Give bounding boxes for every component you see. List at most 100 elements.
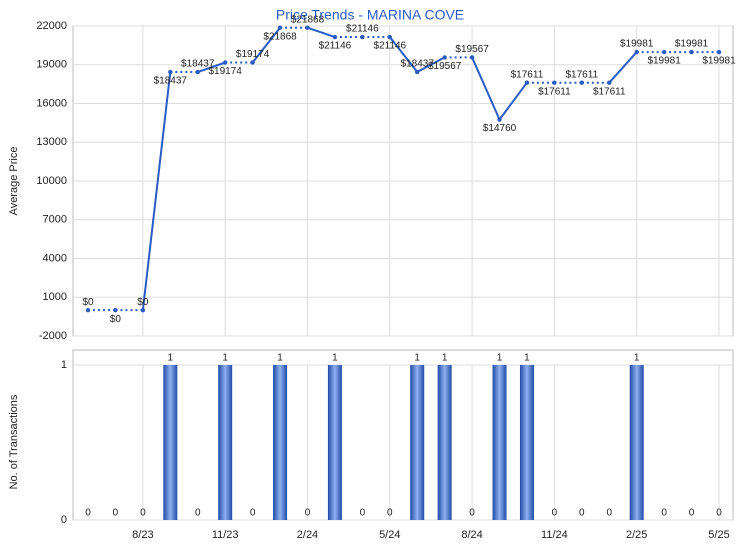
line-segment <box>416 56 446 73</box>
data-label: 1 <box>524 353 530 364</box>
y-tick-label: 0 <box>61 514 67 526</box>
data-point <box>360 34 365 40</box>
data-point <box>140 307 146 313</box>
data-point <box>661 49 667 55</box>
bar <box>327 365 342 520</box>
data-label: 1 <box>222 353 228 364</box>
data-label: $0 <box>137 297 149 308</box>
data-label: $0 <box>110 314 122 325</box>
y-tick-label: 16000 <box>36 97 67 109</box>
x-tick-label: 11/24 <box>541 529 568 541</box>
bar <box>273 365 288 520</box>
data-point <box>469 55 475 60</box>
data-label: $17611 <box>593 86 626 97</box>
data-label: $18437 <box>401 59 435 70</box>
data-label: $19567 <box>455 44 489 55</box>
data-point <box>168 69 173 75</box>
x-tick-label: 8/24 <box>461 529 482 541</box>
x-tick-label: 5/24 <box>379 529 400 541</box>
bar <box>629 365 644 520</box>
data-label: $19567 <box>428 61 462 72</box>
data-label: $19981 <box>620 39 654 50</box>
chart-title: Price Trends - MARINA COVE <box>276 7 464 23</box>
line-segment <box>388 36 419 73</box>
data-label: $21868 <box>291 14 325 25</box>
data-point <box>195 69 200 75</box>
data-point <box>250 60 255 65</box>
data-point <box>442 55 447 60</box>
data-label: 0 <box>552 508 558 519</box>
line-segment <box>608 51 638 84</box>
data-point <box>222 60 228 65</box>
data-point <box>634 49 639 55</box>
data-point <box>524 80 530 85</box>
data-label: $21146 <box>346 24 379 35</box>
bar <box>218 365 233 520</box>
data-label: 1 <box>414 353 420 364</box>
data-label: 0 <box>140 508 146 519</box>
data-label: 1 <box>634 353 640 364</box>
data-point <box>277 25 283 30</box>
bar <box>163 365 178 520</box>
data-label: 0 <box>716 508 722 519</box>
y-tick-label: 4000 <box>43 252 67 264</box>
bar <box>437 365 452 520</box>
data-point <box>85 307 91 313</box>
data-label: 0 <box>85 508 91 519</box>
data-label: 1 <box>168 353 174 364</box>
data-point <box>579 80 585 85</box>
data-label: 0 <box>113 508 119 519</box>
line-segment <box>197 61 226 73</box>
x-tick-label: 11/23 <box>212 529 239 541</box>
x-tick-label: 2/24 <box>297 529 318 541</box>
data-label: $17611 <box>511 69 544 80</box>
data-label: $21868 <box>263 31 297 42</box>
x-tick-label: 2/25 <box>626 529 647 541</box>
data-label: 0 <box>661 508 667 519</box>
data-label: $18437 <box>154 76 188 87</box>
data-point <box>415 69 420 75</box>
data-label: 0 <box>469 508 475 519</box>
data-label: 0 <box>387 508 393 519</box>
data-label: 0 <box>195 508 201 519</box>
data-label: 0 <box>606 508 612 519</box>
data-label: 1 <box>497 353 503 364</box>
data-point <box>716 49 722 55</box>
data-label: 0 <box>689 508 695 519</box>
y-tick-label: 7000 <box>43 214 67 226</box>
data-label: 0 <box>360 508 366 519</box>
data-point <box>332 34 338 40</box>
line-segment <box>307 26 336 38</box>
line-segment <box>471 57 501 120</box>
data-point <box>552 80 557 85</box>
line-segment <box>141 71 172 311</box>
y-axis-label: No. of Transactions <box>8 394 20 489</box>
line-segment <box>251 27 281 64</box>
data-point <box>113 307 118 313</box>
y-axis-label: Average Price <box>8 147 20 216</box>
data-label: $19174 <box>208 66 242 77</box>
y-tick-label: 22000 <box>36 20 67 32</box>
y-tick-label: 1000 <box>43 291 67 303</box>
data-point <box>305 25 310 30</box>
bar <box>492 365 507 520</box>
data-label: $19981 <box>702 56 736 67</box>
data-label: $19174 <box>236 49 270 60</box>
data-label: $14760 <box>483 123 517 134</box>
data-label: $17611 <box>566 69 599 80</box>
bar <box>519 365 534 520</box>
data-label: $19981 <box>647 56 681 67</box>
y-tick-label: -2000 <box>39 330 67 342</box>
x-tick-label: 8/23 <box>132 529 153 541</box>
data-label: $21146 <box>373 41 406 52</box>
data-label: $17611 <box>538 86 571 97</box>
data-label: 1 <box>332 353 338 364</box>
y-tick-label: 10000 <box>36 175 67 187</box>
data-label: 0 <box>305 508 311 519</box>
data-label: 1 <box>277 353 283 364</box>
data-label: $0 <box>82 297 94 308</box>
data-label: 1 <box>442 353 448 364</box>
data-point <box>689 49 694 55</box>
line-segment <box>498 82 528 121</box>
